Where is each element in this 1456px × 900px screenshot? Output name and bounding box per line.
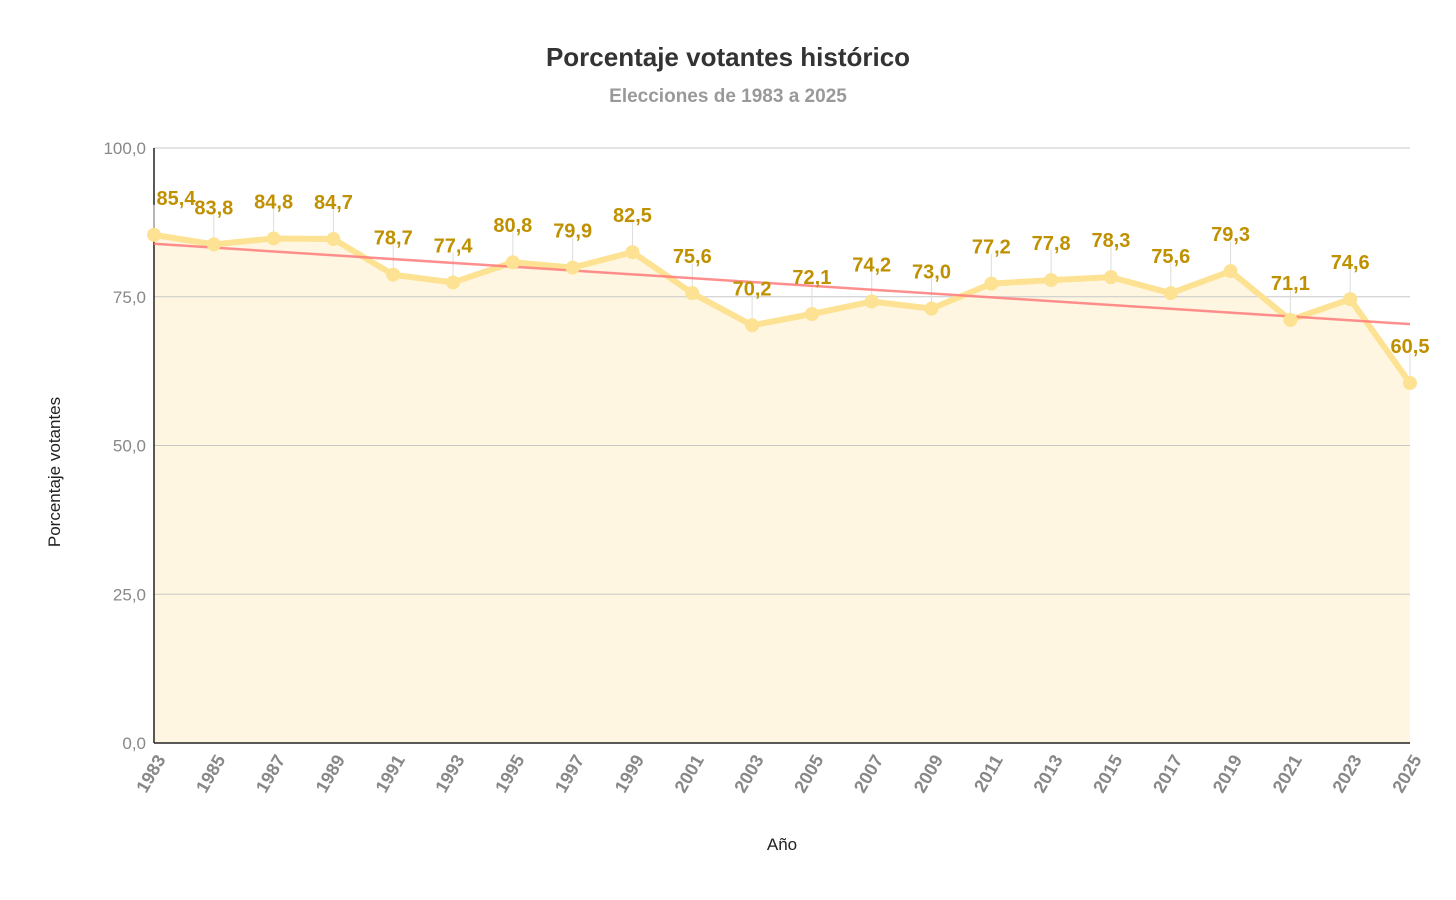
- data-label: 75,6: [673, 246, 712, 268]
- x-tick-label: 2001: [671, 751, 708, 796]
- data-label: 77,2: [972, 237, 1011, 259]
- data-point: [206, 237, 221, 252]
- data-point: [446, 275, 461, 290]
- data-label: 82,5: [613, 205, 652, 227]
- chart-subtitle: Elecciones de 1983 a 2025: [609, 86, 847, 107]
- x-tick-label: 1993: [431, 751, 468, 796]
- data-point: [804, 307, 819, 322]
- data-point: [745, 318, 760, 333]
- data-point: [1403, 376, 1417, 391]
- data-label: 70,2: [733, 278, 772, 300]
- x-tick-label: 1989: [312, 751, 349, 796]
- data-label: 72,1: [792, 267, 831, 289]
- x-tick-label: 1991: [371, 751, 408, 796]
- data-label: 71,1: [1271, 273, 1310, 295]
- data-label: 84,7: [314, 192, 353, 214]
- data-label: 80,8: [493, 215, 532, 237]
- data-label: 83,8: [194, 197, 233, 219]
- data-label: 79,9: [553, 221, 592, 243]
- x-tick-label: 2025: [1388, 751, 1425, 796]
- data-point: [147, 227, 161, 242]
- y-tick-label: 75,0: [113, 288, 146, 307]
- y-tick-label: 100,0: [103, 139, 146, 158]
- data-label: 73,0: [912, 262, 951, 284]
- data-point: [685, 286, 700, 301]
- data-label: 74,6: [1331, 252, 1370, 274]
- data-label: 77,4: [434, 235, 474, 257]
- x-tick-label: 2003: [730, 751, 767, 796]
- data-point: [266, 231, 281, 246]
- x-tick-label: 2019: [1209, 751, 1246, 796]
- x-tick-label: 2011: [970, 751, 1007, 795]
- x-tick-label: 2015: [1089, 751, 1126, 796]
- x-tick-label: 2007: [850, 751, 887, 796]
- trendline: [153, 242, 1411, 326]
- data-point: [1044, 273, 1059, 288]
- data-point: [924, 301, 939, 316]
- data-label: 78,3: [1091, 230, 1130, 252]
- x-tick-label: 2013: [1029, 751, 1066, 796]
- data-label: 79,3: [1211, 224, 1250, 246]
- data-label: 85,4: [157, 188, 197, 210]
- y-tick-label: 50,0: [113, 437, 146, 456]
- data-point: [625, 245, 640, 260]
- data-label: 75,6: [1151, 246, 1190, 268]
- y-tick-label: 0,0: [122, 734, 146, 753]
- chart-title: Porcentaje votantes histórico: [545, 42, 911, 72]
- x-tick-label: 2023: [1328, 751, 1365, 796]
- x-tick-label: 1995: [491, 751, 528, 796]
- data-point: [1163, 286, 1178, 301]
- x-axis-label: Año: [766, 835, 798, 854]
- x-tick-label: 2009: [910, 751, 947, 796]
- x-tick-label: 2005: [790, 751, 827, 796]
- x-tick-label: 1997: [551, 751, 588, 796]
- data-point: [1343, 292, 1358, 307]
- data-label: 74,2: [852, 255, 891, 277]
- data-label: 78,7: [374, 228, 413, 250]
- x-tick-label: 1999: [611, 751, 648, 796]
- data-point: [1283, 312, 1298, 327]
- x-tick-label: 2017: [1149, 751, 1186, 796]
- data-point: [864, 294, 879, 309]
- data-point: [1103, 270, 1118, 285]
- x-tick-label: 2021: [1269, 751, 1306, 796]
- y-tick-label: 25,0: [113, 585, 146, 604]
- data-point: [984, 276, 999, 291]
- x-tick-label: 1987: [252, 751, 289, 796]
- x-tick-label: 1985: [192, 751, 229, 796]
- data-point: [505, 255, 520, 270]
- data-point: [565, 260, 580, 275]
- data-label: 60,5: [1391, 336, 1430, 358]
- area-fill: [154, 234, 1410, 743]
- data-point: [326, 232, 341, 247]
- data-point: [1223, 264, 1238, 279]
- data-label: 84,8: [254, 191, 293, 213]
- x-tick-label: 1983: [132, 751, 169, 796]
- data-point: [386, 267, 401, 282]
- data-label: 77,8: [1032, 233, 1071, 255]
